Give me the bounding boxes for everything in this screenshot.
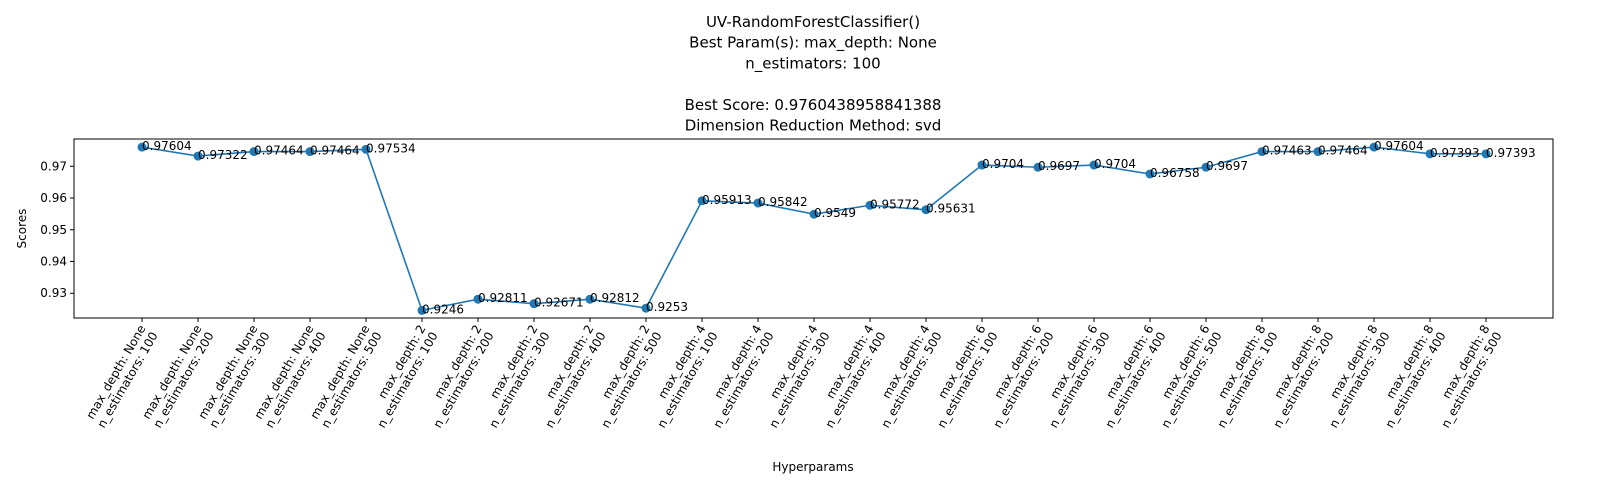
- data-label: 0.96758: [1150, 166, 1200, 180]
- series-line: [141, 146, 1486, 312]
- data-point: [585, 294, 595, 304]
- data-point: [1481, 149, 1491, 159]
- data-label: 0.9697: [1206, 159, 1248, 173]
- data-point: [1201, 162, 1211, 172]
- data-point: [305, 147, 315, 157]
- data-label: 0.9549: [814, 206, 856, 220]
- data-points: [137, 142, 1491, 315]
- plot-frame: [73, 138, 1554, 319]
- data-point: [921, 205, 931, 215]
- data-point: [361, 144, 371, 154]
- data-point: [753, 198, 763, 208]
- data-point: [697, 196, 707, 206]
- y-tick-label: 0.96: [40, 191, 67, 205]
- data-label: 0.95913: [702, 193, 752, 207]
- title-line: Dimension Reduction Method: svd: [685, 117, 942, 135]
- data-label: 0.97464: [310, 144, 360, 158]
- title-line: n_estimators: 100: [745, 54, 880, 73]
- data-labels: 0.97604 0.97322 0.97464 0.97464 0.97534 0.924…: [142, 139, 1536, 316]
- y-axis: 0.93 0.94 0.95 0.96 0.97: [40, 159, 74, 300]
- title-line: Best Score: 0.9760438958841388: [685, 96, 942, 114]
- data-label: 0.97604: [1374, 139, 1424, 153]
- data-point: [1313, 147, 1323, 157]
- data-label: 0.95842: [758, 195, 808, 209]
- data-label: 0.97393: [1430, 146, 1480, 160]
- data-label: 0.9704: [982, 157, 1024, 171]
- data-label: 0.97534: [366, 141, 416, 155]
- data-label: 0.97393: [1486, 146, 1536, 160]
- data-point: [1257, 147, 1267, 157]
- data-point: [137, 142, 147, 152]
- data-point: [1033, 162, 1043, 172]
- data-point: [641, 303, 651, 313]
- data-point: [1145, 169, 1155, 179]
- data-label: 0.95631: [926, 202, 976, 216]
- data-point: [473, 294, 483, 304]
- data-point: [977, 160, 987, 170]
- data-point: [865, 200, 875, 210]
- data-point: [1369, 142, 1379, 152]
- x-axis: max_depth: Nonen_estimators: 100max_dept…: [83, 318, 1505, 430]
- y-tick-label: 0.94: [40, 255, 67, 269]
- y-tick-label: 0.95: [40, 223, 67, 237]
- data-point: [193, 151, 203, 161]
- data-label: 0.97604: [142, 139, 192, 153]
- data-label: 0.95772: [870, 197, 920, 211]
- data-point: [809, 209, 819, 219]
- y-tick-label: 0.93: [40, 286, 67, 300]
- y-tick-label: 0.97: [40, 159, 67, 173]
- x-axis-label: Hyperparams: [772, 460, 853, 474]
- data-label: 0.97464: [254, 144, 304, 158]
- data-label: 0.97322: [198, 148, 248, 162]
- data-label: 0.9246: [422, 302, 464, 316]
- title-line: UV-RandomForestClassifier(): [706, 13, 920, 31]
- data-label: 0.9697: [1038, 159, 1080, 173]
- data-point: [249, 147, 259, 157]
- data-label: 0.92671: [534, 296, 584, 310]
- data-point: [529, 299, 539, 309]
- data-label: 0.9253: [646, 300, 688, 314]
- data-label: 0.97464: [1318, 144, 1368, 158]
- data-point: [1089, 160, 1099, 170]
- data-label: 0.9704: [1094, 157, 1136, 171]
- data-label: 0.92812: [590, 291, 640, 305]
- data-label: 0.92811: [478, 291, 528, 305]
- chart-title: UV-RandomForestClassifier() Best Param(s)…: [685, 13, 942, 135]
- data-point: [1425, 149, 1435, 159]
- data-point: [417, 305, 427, 315]
- y-axis-label: Scores: [15, 209, 29, 249]
- data-label: 0.97463: [1262, 144, 1312, 158]
- title-line: Best Param(s): max_depth: None: [689, 34, 937, 53]
